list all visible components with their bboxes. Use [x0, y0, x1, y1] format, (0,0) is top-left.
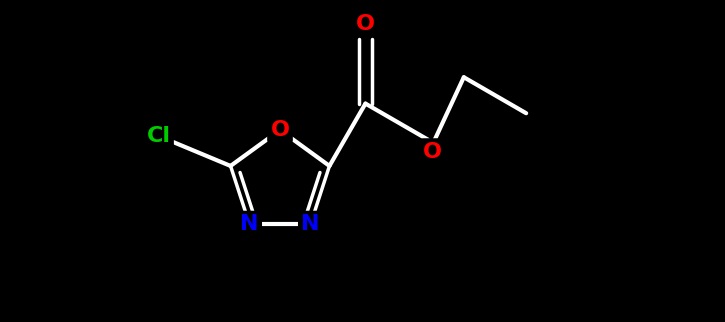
Text: N: N: [302, 214, 320, 234]
Text: Cl: Cl: [146, 126, 170, 146]
Text: O: O: [423, 142, 442, 162]
Text: O: O: [270, 120, 289, 140]
Text: O: O: [356, 14, 375, 33]
Text: N: N: [240, 214, 259, 234]
